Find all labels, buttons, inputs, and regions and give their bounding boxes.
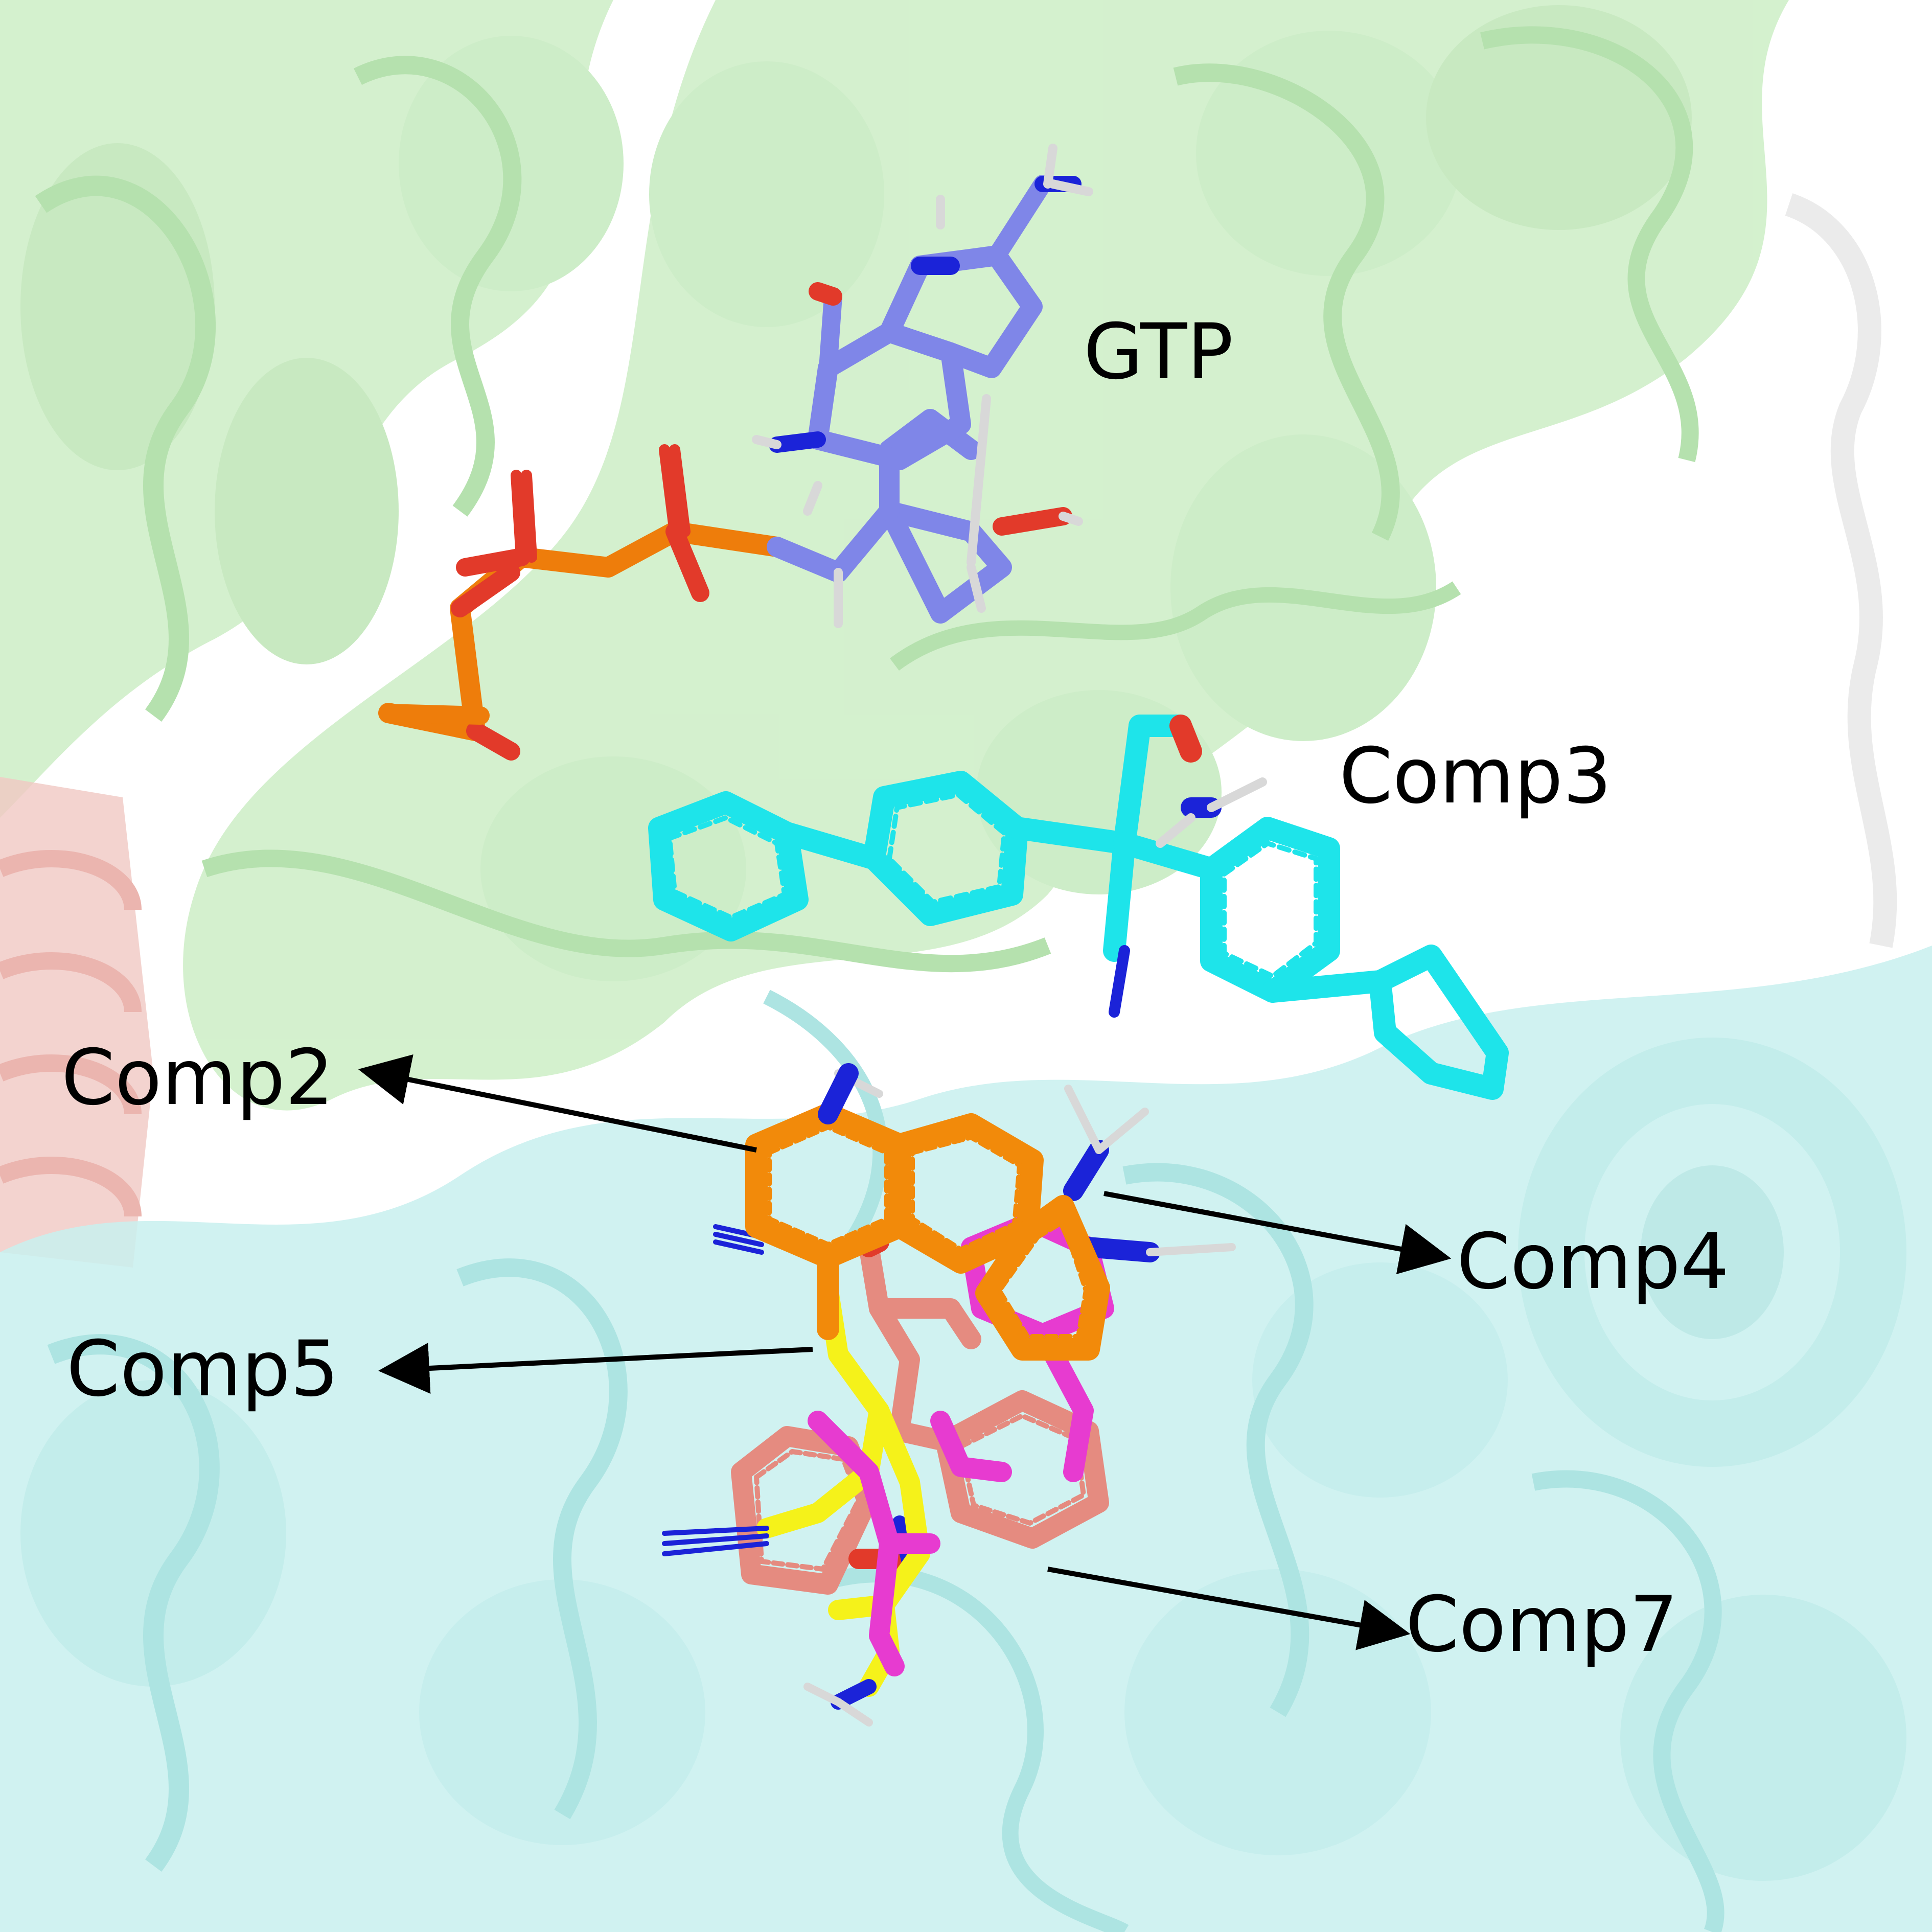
arrow-comp2 xyxy=(358,1054,757,1153)
arrow-comp4 xyxy=(1103,1191,1452,1275)
pointer-arrows xyxy=(358,1054,1452,1650)
arrow-comp7 xyxy=(1047,1567,1411,1650)
label-comp5: Comp5 xyxy=(66,1325,339,1414)
label-comp2: Comp2 xyxy=(61,1033,334,1122)
label-comp3: Comp3 xyxy=(1339,732,1612,821)
arrow-comp5 xyxy=(378,1343,813,1394)
label-gtp: GTP xyxy=(1084,308,1233,397)
protein-grey-chain xyxy=(1785,193,1897,948)
protein-red-helix xyxy=(0,777,153,1268)
comp2-molecule xyxy=(745,1063,1110,1361)
label-comp4: Comp4 xyxy=(1457,1217,1729,1306)
comp3-molecule xyxy=(648,715,1509,1100)
label-comp7: Comp7 xyxy=(1406,1580,1678,1669)
gtp-molecule xyxy=(378,144,1093,761)
